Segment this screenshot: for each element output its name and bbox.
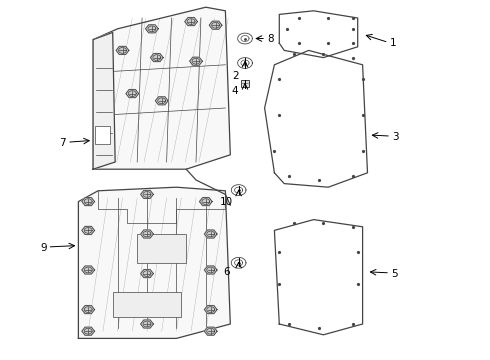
Polygon shape [199, 198, 212, 206]
Polygon shape [141, 320, 153, 328]
Text: 4: 4 [232, 86, 239, 96]
Text: 5: 5 [391, 269, 398, 279]
Polygon shape [82, 327, 95, 335]
Polygon shape [93, 32, 115, 169]
Polygon shape [209, 21, 222, 29]
Polygon shape [126, 90, 139, 98]
Polygon shape [204, 306, 217, 314]
Polygon shape [82, 226, 95, 234]
Polygon shape [150, 54, 163, 62]
Polygon shape [155, 97, 168, 105]
Bar [95, 126, 110, 144]
Polygon shape [279, 11, 358, 58]
Polygon shape [141, 190, 153, 198]
Polygon shape [82, 266, 95, 274]
Text: 3: 3 [392, 132, 399, 142]
Bar [241, 80, 249, 87]
Polygon shape [274, 220, 363, 335]
Text: 1: 1 [390, 38, 396, 48]
Polygon shape [204, 230, 217, 238]
Polygon shape [116, 46, 129, 54]
Polygon shape [141, 230, 153, 238]
Text: 9: 9 [40, 243, 47, 253]
Polygon shape [82, 306, 95, 314]
Polygon shape [82, 198, 95, 206]
Text: 7: 7 [59, 138, 66, 148]
Polygon shape [146, 25, 158, 33]
Text: 8: 8 [267, 33, 274, 44]
Polygon shape [265, 50, 368, 187]
Polygon shape [78, 187, 230, 338]
Polygon shape [141, 270, 153, 278]
Text: 2: 2 [232, 71, 239, 81]
Text: 10: 10 [220, 197, 233, 207]
Bar [113, 292, 181, 317]
Bar [137, 234, 186, 263]
Polygon shape [93, 7, 230, 169]
Polygon shape [204, 327, 217, 335]
Polygon shape [204, 266, 217, 274]
Polygon shape [185, 18, 197, 26]
Polygon shape [190, 57, 202, 65]
Text: 6: 6 [223, 267, 230, 277]
